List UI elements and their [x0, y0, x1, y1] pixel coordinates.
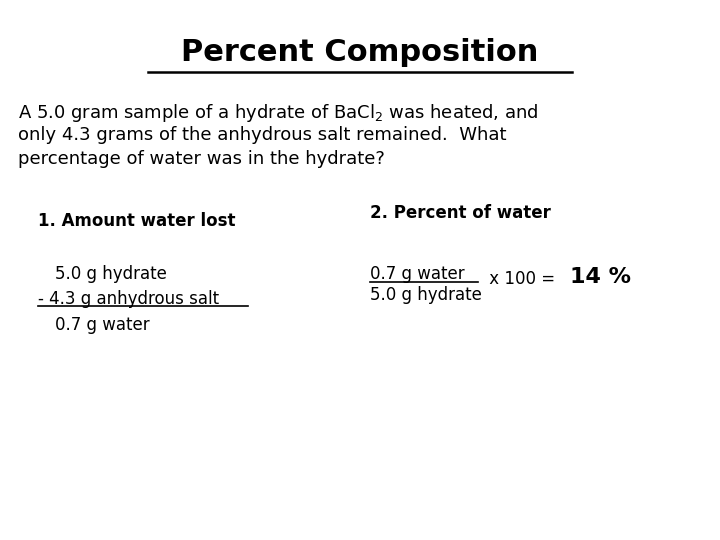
Text: - 4.3 g anhydrous salt: - 4.3 g anhydrous salt	[38, 290, 219, 308]
Text: 2. Percent of water: 2. Percent of water	[370, 204, 551, 222]
Text: 14 %: 14 %	[570, 267, 631, 287]
Text: percentage of water was in the hydrate?: percentage of water was in the hydrate?	[18, 150, 385, 168]
Text: 1. Amount water lost: 1. Amount water lost	[38, 212, 235, 230]
Text: A 5.0 gram sample of a hydrate of BaCl$_2$ was heated, and: A 5.0 gram sample of a hydrate of BaCl$_…	[18, 102, 539, 124]
Text: 5.0 g hydrate: 5.0 g hydrate	[55, 265, 167, 283]
Text: Percent Composition: Percent Composition	[181, 38, 539, 67]
Text: 0.7 g water: 0.7 g water	[55, 316, 150, 334]
Text: 5.0 g hydrate: 5.0 g hydrate	[370, 286, 482, 304]
Text: only 4.3 grams of the anhydrous salt remained.  What: only 4.3 grams of the anhydrous salt rem…	[18, 126, 506, 144]
Text: x 100 =: x 100 =	[484, 270, 560, 288]
Text: 0.7 g water: 0.7 g water	[370, 265, 464, 283]
